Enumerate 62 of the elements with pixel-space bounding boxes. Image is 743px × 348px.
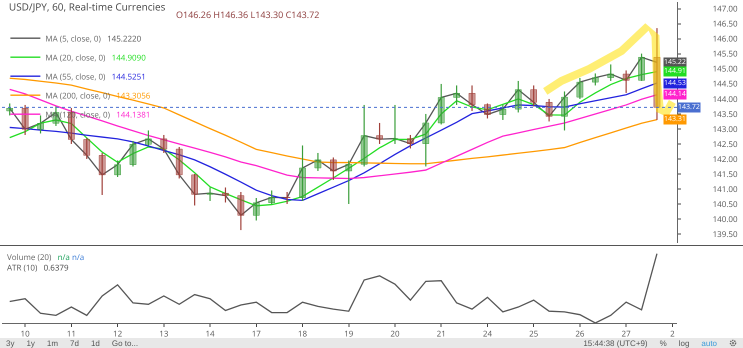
annotation: 143.3056: [116, 90, 151, 102]
annotation: n/a: [72, 252, 84, 263]
text: 1y: [26, 338, 35, 348]
y-tick-label: 143.00: [712, 124, 738, 135]
x-tick-label: 17: [252, 328, 262, 340]
text: auto: [701, 338, 717, 348]
text: ATR (10): [7, 262, 38, 274]
y-tick-label: 145.00: [712, 64, 738, 75]
annotation: 144.5251: [112, 71, 146, 82]
y-tick-label: 145.50: [712, 48, 738, 60]
y-tick-label: 141.00: [712, 184, 738, 195]
annotation: 145.2220: [107, 33, 142, 44]
x-tick-label: 20: [390, 328, 400, 340]
annotation: n/a: [58, 252, 70, 263]
y-tick-label: 146.50: [712, 18, 738, 30]
candlestick: [561, 90, 568, 132]
y-tick-label: 139.50: [712, 228, 738, 240]
y-tick-label: 142.50: [712, 138, 738, 150]
candlestick: [299, 144, 306, 202]
x-tick-label: 12: [113, 328, 123, 340]
text: log: [678, 338, 690, 348]
y-tick-label: 144.50: [712, 78, 738, 90]
annotation: 144.1381: [116, 109, 150, 120]
text: 1m: [46, 338, 58, 348]
line-series: [9, 88, 658, 180]
annotation: O146.26 H146.36 L143.30 C143.72: [176, 8, 320, 21]
y-tick-label: 144.00: [712, 94, 738, 105]
x-tick-label: 14: [205, 328, 216, 340]
y-tick-label: 146.00: [712, 34, 738, 45]
y-tick-label: 147.00: [712, 4, 738, 15]
candlestick: [37, 114, 44, 134]
x-tick-label: 10: [20, 328, 30, 340]
candlestick: [130, 140, 136, 168]
text: Go to...: [112, 338, 138, 348]
x-tick-label: 27: [622, 328, 632, 340]
text: 1d: [90, 338, 100, 348]
text: %: [660, 338, 667, 348]
x-tick-label: 13: [159, 328, 169, 340]
legend-label: MA (20, close, 0): [45, 52, 106, 64]
annotation: 0.6379: [44, 262, 69, 274]
x-tick-label: 18: [298, 328, 308, 340]
y-tick-label: 140.50: [712, 198, 738, 210]
text: 7d: [70, 338, 79, 348]
x-tick-label: 26: [575, 328, 585, 340]
x-tick-label: 11: [66, 328, 76, 340]
legend-label: MA (55, close, 0): [45, 71, 106, 82]
annotation: 144.9090: [112, 52, 146, 64]
text: 15:44:38 (UTC+9): [583, 338, 648, 348]
text: 3y: [6, 338, 14, 348]
y-tick-label: 142.00: [712, 154, 738, 165]
x-tick-label: 19: [344, 328, 354, 340]
y-tick-label: 140.00: [712, 214, 738, 225]
x-tick-label: 25: [529, 328, 539, 340]
candlestick: [468, 84, 476, 112]
chart-title: USD/JPY, 60, Real-time Currencies: [8, 0, 166, 14]
y-tick-label: 141.50: [712, 168, 738, 180]
x-tick-label: 2: [670, 328, 676, 340]
annotation: Volume (20): [7, 252, 52, 263]
legend-label: MA (5, close, 0): [45, 33, 101, 44]
y-tick-label: 143.50: [712, 108, 738, 120]
x-tick-label: 24: [482, 328, 492, 340]
x-tick-label: 21: [436, 328, 446, 340]
